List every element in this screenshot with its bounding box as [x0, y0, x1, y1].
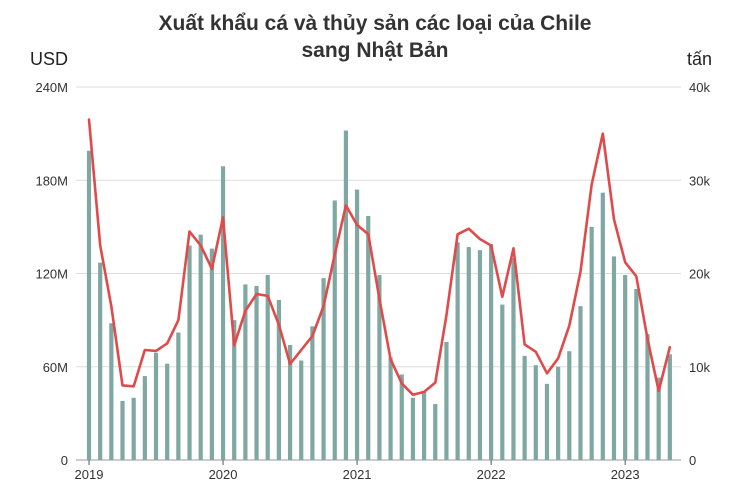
x-tick-label: 2023	[611, 467, 640, 482]
bar	[220, 166, 226, 460]
bar	[377, 275, 382, 460]
bar	[176, 332, 181, 460]
bar	[98, 262, 103, 460]
bar	[656, 377, 661, 460]
bar	[578, 306, 583, 460]
bar	[422, 391, 427, 460]
x-tick-label: 2019	[75, 467, 104, 482]
bar	[388, 357, 393, 460]
bar	[477, 250, 483, 460]
bar	[299, 360, 304, 460]
bar	[533, 365, 538, 460]
bar	[354, 189, 360, 460]
bar	[366, 215, 371, 460]
bar	[86, 150, 92, 461]
left-axis-unit: USD	[30, 49, 69, 69]
bar	[589, 226, 594, 460]
bar	[243, 284, 248, 460]
bar	[466, 247, 471, 460]
y-tick-right: 40k	[689, 80, 710, 95]
bar	[120, 400, 125, 460]
y-tick-right: 0	[689, 453, 696, 468]
bar	[600, 192, 605, 460]
bar	[667, 354, 672, 460]
x-tick-label: 2020	[209, 467, 238, 482]
x-tick-label: 2021	[343, 467, 372, 482]
bar-series	[86, 130, 672, 461]
y-tick-left: 60M	[43, 360, 68, 375]
bar	[623, 275, 628, 460]
y-tick-left: 240M	[35, 80, 68, 95]
y-tick-left: 0	[61, 453, 68, 468]
y-tick-right: 30k	[689, 173, 710, 188]
bar	[634, 289, 639, 460]
bar	[131, 397, 136, 460]
bar	[287, 344, 293, 460]
bar	[343, 130, 349, 460]
bar	[444, 341, 449, 460]
bar	[198, 234, 203, 460]
bar	[187, 245, 192, 460]
chart-title-line2: sang Nhật Bản	[301, 39, 449, 62]
bar	[567, 351, 572, 460]
bar	[455, 242, 460, 460]
y-tick-right: 10k	[689, 360, 710, 375]
line-series	[87, 118, 672, 397]
bar	[611, 256, 617, 460]
chart-title: Xuất khẩu cá và thủy sản các loại của Ch…	[0, 10, 750, 64]
bar	[433, 404, 438, 460]
y-tick-left: 180M	[35, 173, 68, 188]
bar	[209, 248, 214, 460]
y-tick-right: 20k	[689, 267, 710, 282]
bar	[399, 374, 404, 460]
axes: 0 0 60M 10k 120M 20k 180M 30k 240M 40k 2019 2020 202…	[35, 80, 710, 482]
bar	[310, 326, 315, 460]
right-axis-unit: tấn	[687, 49, 713, 69]
bar	[522, 355, 527, 460]
bar	[511, 257, 516, 460]
bar	[489, 243, 494, 460]
bar	[254, 285, 259, 460]
x-tick-label: 2022	[477, 467, 506, 482]
y-tick-left: 120M	[35, 267, 68, 282]
chart-title-line1: Xuất khẩu cá và thủy sản các loại của Ch…	[158, 12, 592, 35]
bar	[165, 363, 170, 460]
bar	[276, 299, 281, 460]
bar	[142, 376, 147, 460]
bar	[332, 200, 337, 460]
bar	[645, 334, 650, 460]
bar	[232, 320, 237, 460]
bar	[109, 323, 114, 460]
bar	[153, 352, 159, 460]
bar	[410, 397, 416, 460]
bar	[544, 383, 550, 460]
bar	[265, 275, 270, 460]
bar	[556, 366, 561, 460]
bar	[321, 278, 326, 460]
bar	[500, 304, 505, 460]
volume-line	[87, 118, 672, 397]
